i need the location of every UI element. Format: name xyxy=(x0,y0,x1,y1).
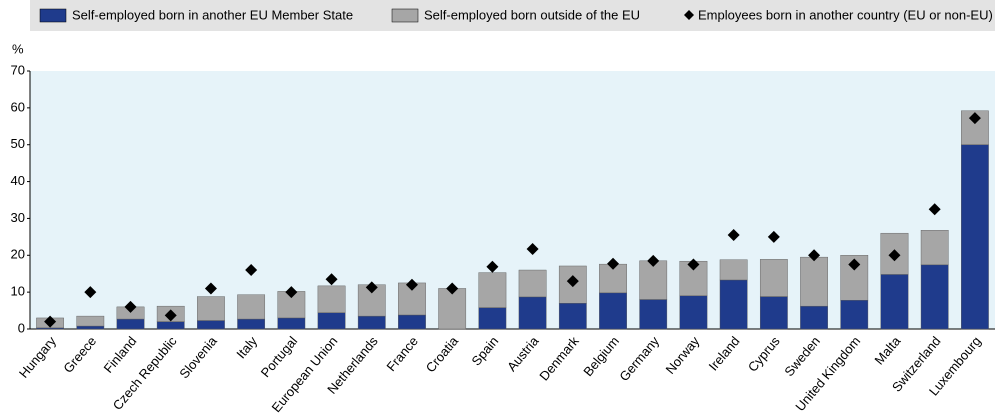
bar xyxy=(759,296,788,330)
x-tick-label: Italy xyxy=(233,333,260,361)
bar xyxy=(518,296,547,330)
marker xyxy=(526,243,539,256)
marker xyxy=(124,300,137,313)
x-tick-label: Croatia xyxy=(423,333,462,375)
y-tick-label: 0 xyxy=(18,320,25,335)
y-tick-label: 70 xyxy=(11,62,25,77)
bar xyxy=(478,307,507,330)
x-tick-label: France xyxy=(383,333,421,374)
bar xyxy=(398,314,426,330)
legend-label: Self-employed born outside of the EU xyxy=(424,7,640,22)
marker xyxy=(808,249,821,262)
bar xyxy=(719,259,748,281)
x-tick-label: Cyprus xyxy=(745,333,783,375)
plot-area xyxy=(30,71,995,329)
x-tick-label: Germany xyxy=(616,333,662,384)
marker xyxy=(285,286,298,299)
x-tick-label: Spain xyxy=(468,333,501,368)
bar xyxy=(76,315,105,327)
marker xyxy=(968,112,981,125)
marker xyxy=(607,257,620,270)
x-tick-label: Malta xyxy=(871,333,903,368)
x-tick-label: Ireland xyxy=(706,333,743,373)
bar xyxy=(880,274,909,330)
x-tick-label: Hungary xyxy=(16,333,59,381)
marker xyxy=(405,278,418,291)
bar xyxy=(961,144,989,330)
y-tick-label: 30 xyxy=(11,210,25,225)
bar xyxy=(800,305,828,330)
bar xyxy=(116,318,145,330)
legend-swatch xyxy=(391,8,419,23)
bar xyxy=(317,285,346,313)
bar xyxy=(599,292,627,330)
marker xyxy=(848,258,861,271)
bar xyxy=(76,325,105,330)
marker xyxy=(888,249,901,262)
bar xyxy=(759,259,788,297)
bar xyxy=(317,312,346,330)
x-tick-label: Slovenia xyxy=(176,333,220,381)
marker xyxy=(647,254,660,267)
bar xyxy=(679,295,708,330)
x-tick-label: Portugal xyxy=(258,333,301,380)
bar xyxy=(719,279,748,330)
bar xyxy=(197,320,225,330)
y-tick-label: 60 xyxy=(11,99,25,114)
marker xyxy=(687,258,700,271)
bar xyxy=(920,230,949,266)
bar xyxy=(156,321,185,330)
y-tick-label: 10 xyxy=(11,284,25,299)
bar xyxy=(478,272,507,308)
bar xyxy=(197,296,225,321)
legend-background xyxy=(30,0,995,31)
y-tick-label: 20 xyxy=(11,247,25,262)
bar xyxy=(558,303,587,330)
bar xyxy=(920,264,949,330)
legend-label: Self-employed born in another EU Member … xyxy=(72,7,353,22)
marker xyxy=(204,282,217,295)
marker xyxy=(164,309,177,322)
bar xyxy=(518,269,547,298)
bar xyxy=(639,299,668,330)
marker xyxy=(727,229,740,242)
bar xyxy=(639,260,668,300)
bar xyxy=(800,256,828,307)
legend-marker xyxy=(684,10,694,20)
marker xyxy=(566,275,579,288)
marker xyxy=(928,203,941,216)
y-axis-label: % xyxy=(12,41,24,56)
y-tick-label: 50 xyxy=(11,136,25,151)
y-tick-label: 40 xyxy=(11,173,25,188)
marker xyxy=(245,264,258,277)
x-tick-label: Norway xyxy=(663,333,703,377)
legend: Self-employed born in another EU Member … xyxy=(39,7,993,23)
bar xyxy=(840,300,869,330)
bar xyxy=(237,294,266,320)
x-tick-label: Austria xyxy=(504,333,542,374)
marker xyxy=(325,273,338,286)
x-tick-label: Belgium xyxy=(580,333,622,379)
bar xyxy=(237,318,266,330)
x-tick-label: Denmark xyxy=(536,333,582,383)
bar xyxy=(840,255,869,301)
legend-swatch xyxy=(39,8,67,23)
bar xyxy=(357,315,386,330)
legend-label: Employees born in another country (EU or… xyxy=(698,7,993,22)
marker xyxy=(486,260,499,273)
marker xyxy=(44,315,57,328)
bar xyxy=(277,317,306,330)
marker xyxy=(767,230,780,243)
x-tick-label: Sweden xyxy=(781,333,823,379)
marker xyxy=(446,282,459,295)
x-tick-label: Greece xyxy=(60,333,99,375)
x-tick-label: Finland xyxy=(101,333,140,375)
marker xyxy=(84,286,97,299)
bar xyxy=(438,288,467,330)
marker xyxy=(365,281,378,294)
